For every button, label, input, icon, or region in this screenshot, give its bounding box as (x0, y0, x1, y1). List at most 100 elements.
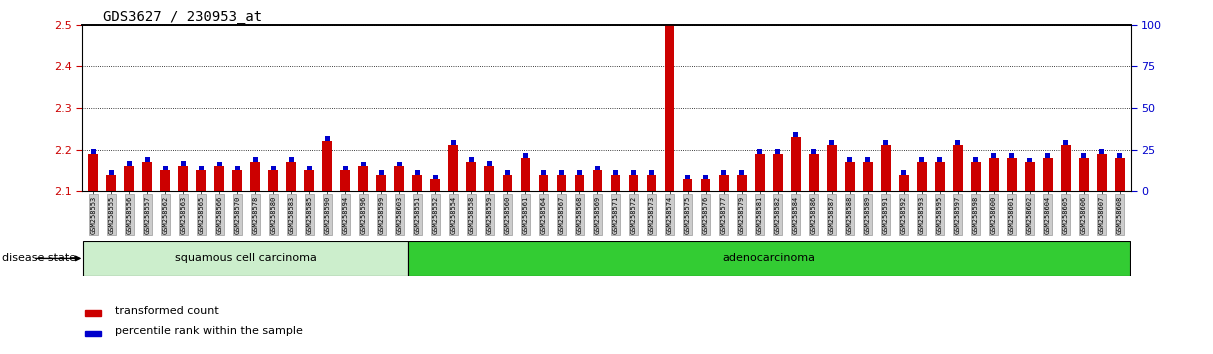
Bar (610, 175, 621, 191)
Bar (107, 175, 116, 191)
Bar (502, 175, 512, 191)
Bar (773, 154, 782, 191)
Bar (85, 310, 101, 316)
Bar (810, 149, 816, 154)
Bar (883, 141, 888, 145)
Bar (178, 166, 188, 191)
Bar (955, 141, 961, 145)
Bar (592, 170, 603, 191)
Bar (1043, 158, 1053, 191)
Bar (793, 132, 798, 137)
Bar (289, 158, 294, 162)
Bar (89, 154, 98, 191)
Bar (1097, 154, 1106, 191)
Bar (631, 170, 637, 175)
Bar (901, 170, 906, 175)
Bar (1099, 149, 1104, 154)
Bar (1060, 145, 1071, 191)
Bar (702, 175, 708, 179)
Bar (649, 170, 654, 175)
Bar (647, 175, 656, 191)
Bar (685, 175, 690, 179)
Bar (559, 170, 564, 175)
Bar (234, 166, 240, 170)
Bar (431, 179, 440, 191)
Bar (286, 162, 296, 191)
Bar (917, 162, 927, 191)
Bar (952, 145, 963, 191)
Bar (412, 175, 422, 191)
Bar (881, 145, 890, 191)
Bar (160, 170, 170, 191)
Bar (865, 158, 871, 162)
Bar (325, 136, 330, 141)
Bar (541, 170, 546, 175)
Bar (739, 170, 745, 175)
Bar (1078, 158, 1088, 191)
Bar (1117, 153, 1122, 158)
Text: GDS3627 / 230953_at: GDS3627 / 230953_at (103, 10, 262, 24)
Bar (736, 175, 746, 191)
Bar (1063, 141, 1069, 145)
Bar (520, 158, 530, 191)
Bar (594, 166, 600, 170)
Bar (1115, 158, 1124, 191)
Bar (181, 161, 186, 166)
Bar (486, 161, 492, 166)
Bar (970, 162, 980, 191)
Text: disease state: disease state (2, 253, 76, 263)
Bar (468, 157, 474, 162)
Bar (1009, 153, 1014, 158)
Bar (575, 175, 585, 191)
Bar (701, 179, 711, 191)
Bar (844, 162, 854, 191)
Bar (936, 158, 943, 162)
Bar (197, 170, 206, 191)
Bar (342, 166, 348, 170)
Bar (467, 162, 477, 191)
Bar (359, 166, 369, 191)
Bar (667, 20, 672, 25)
Bar (754, 154, 764, 191)
Bar (775, 149, 780, 154)
Bar (557, 175, 566, 191)
Text: percentile rank within the sample: percentile rank within the sample (114, 326, 302, 336)
Bar (268, 170, 278, 191)
Bar (408, 241, 1129, 276)
Bar (919, 158, 924, 162)
Bar (378, 170, 385, 175)
Bar (215, 166, 224, 191)
Bar (307, 166, 312, 170)
Bar (250, 162, 261, 191)
Bar (360, 162, 366, 166)
Bar (991, 153, 996, 158)
Bar (809, 154, 819, 191)
Bar (199, 166, 204, 170)
Bar (1027, 158, 1032, 162)
Bar (449, 145, 459, 191)
Bar (523, 153, 528, 158)
Bar (628, 175, 638, 191)
Bar (484, 166, 495, 191)
Bar (163, 166, 169, 170)
Bar (505, 170, 511, 175)
Bar (757, 149, 762, 154)
Bar (397, 162, 403, 166)
Text: squamous cell carcinoma: squamous cell carcinoma (175, 253, 317, 263)
Bar (791, 137, 801, 191)
Bar (576, 170, 582, 175)
Bar (270, 166, 277, 170)
Bar (826, 145, 837, 191)
Bar (85, 331, 101, 336)
Bar (341, 170, 351, 191)
Bar (1007, 158, 1016, 191)
Bar (415, 170, 420, 175)
Bar (665, 25, 674, 191)
Bar (973, 158, 979, 162)
Bar (847, 158, 853, 162)
Bar (125, 166, 135, 191)
Bar (394, 166, 404, 191)
Bar (935, 162, 945, 191)
Bar (142, 162, 153, 191)
Bar (862, 162, 872, 191)
